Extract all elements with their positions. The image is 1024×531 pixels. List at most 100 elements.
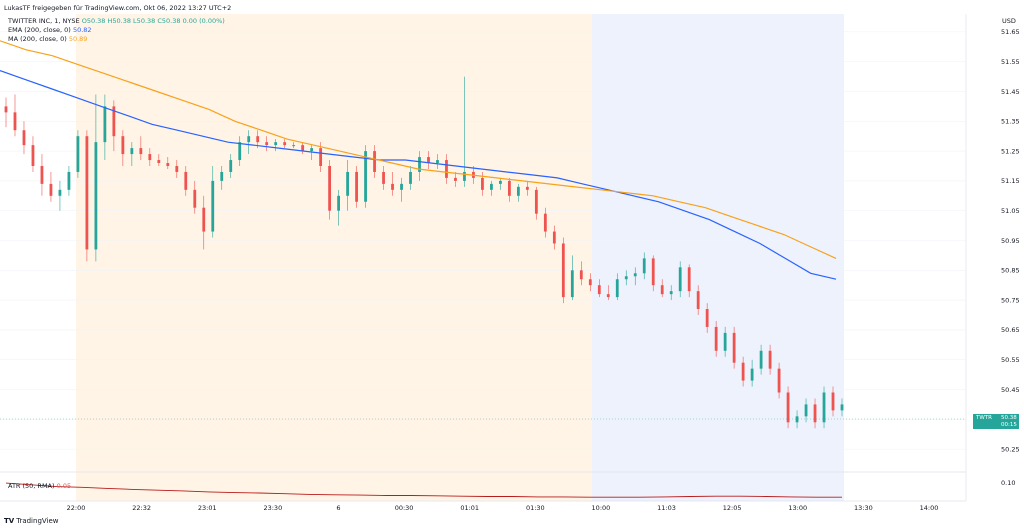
candle-body: [624, 276, 628, 280]
candle-body: [256, 136, 260, 143]
price-tag-countdown: 00:15: [1001, 422, 1017, 428]
price-axis-tick: 51.55: [1001, 58, 1020, 66]
symbol-name: TWITTER INC, 1, NYSE: [8, 17, 80, 25]
candle-body: [642, 258, 646, 274]
time-axis[interactable]: 22:00 22:32 23:01 23:30 6 00:30 01:01 01:30 10:0…: [67, 504, 939, 512]
candle-body: [382, 171, 385, 184]
candle-body: [94, 142, 98, 250]
candle-body: [516, 186, 520, 196]
ema-legend[interactable]: EMA (200, close, 0) 50.82: [8, 26, 92, 34]
candle-body: [328, 165, 332, 211]
price-axis[interactable]: 51.65 51.55 51.45 51.35 51.25 51.15 51.05 50.95…: [1001, 28, 1020, 453]
price-axis-tick: 50.95: [1001, 237, 1020, 245]
extended-hours-background: [76, 14, 592, 501]
price-tag-price: 50.38: [1001, 415, 1017, 421]
candle-body: [130, 148, 134, 155]
candle-body: [148, 154, 152, 161]
atr-legend[interactable]: ATR (50, RMA) 0.05: [8, 482, 71, 490]
candle-body: [436, 160, 439, 164]
candle-body: [561, 243, 565, 298]
time-axis-tick: 11:03: [657, 504, 676, 512]
candle-body: [840, 404, 844, 411]
candle-body: [31, 145, 35, 166]
tradingview-logo[interactable]: TV TradingView: [4, 517, 59, 525]
candle-body: [220, 171, 224, 181]
candle-body: [319, 148, 323, 166]
candle-body: [588, 279, 592, 286]
candle-body: [139, 148, 143, 155]
time-axis-tick: 14:00: [920, 504, 939, 512]
candle-body: [391, 183, 394, 190]
candle-body: [292, 145, 296, 147]
candle-body: [552, 231, 556, 244]
candle-body: [454, 177, 457, 181]
price-axis-tick: 50.75: [1001, 296, 1020, 304]
time-axis-tick: 23:30: [263, 504, 282, 512]
candle-body: [67, 171, 71, 190]
candle-body: [121, 136, 125, 155]
atr-axis-tick: 0.10: [1001, 479, 1015, 487]
time-axis-tick: 01:30: [526, 504, 545, 512]
candle-body: [597, 285, 601, 295]
candle-body: [346, 171, 349, 196]
symbol-legend[interactable]: TWITTER INC, 1, NYSE O50.38 H50.38 L50.3…: [8, 17, 225, 25]
candle-body: [633, 273, 637, 277]
candle-body: [337, 195, 341, 211]
ema-value: 50.82: [72, 26, 92, 34]
candle-body: [813, 404, 817, 423]
price-axis-tick: 51.05: [1001, 207, 1020, 215]
candle-body: [804, 404, 808, 417]
candle-body: [534, 189, 538, 214]
last-price-tag: TWTR 50.38 00:15: [973, 414, 1019, 429]
price-axis-tick: 50.65: [1001, 326, 1020, 334]
candle-body: [687, 267, 691, 292]
ma-label: MA (200, close, 0): [8, 35, 67, 43]
candle-body: [481, 177, 484, 190]
candle-body: [13, 112, 17, 131]
candle-body: [427, 157, 430, 164]
price-tag-symbol: TWTR: [976, 415, 992, 421]
candle-body: [112, 106, 116, 137]
price-axis-tick: 51.15: [1001, 177, 1020, 185]
candle-body: [373, 151, 376, 172]
atr-label: ATR (50, RMA): [8, 482, 55, 490]
candle-body: [283, 142, 287, 146]
ma-legend[interactable]: MA (200, close, 0) 50.89: [8, 35, 87, 43]
candle-body: [543, 213, 547, 232]
atr-line: [5, 482, 842, 498]
candle-body: [759, 350, 763, 369]
candle-body: [76, 136, 80, 172]
candle-body: [831, 392, 835, 411]
atr-value: 0.05: [56, 482, 72, 490]
candle-body: [669, 291, 673, 295]
time-axis-tick: 6: [336, 504, 340, 512]
price-axis-tick: 51.35: [1001, 118, 1020, 126]
candle-body: [463, 171, 466, 181]
candle-body: [238, 142, 242, 161]
candle-body: [364, 151, 367, 202]
price-axis-tick: 50.85: [1001, 267, 1020, 275]
time-axis-tick: 10:00: [592, 504, 611, 512]
published-by-text: LukasTF freigegeben für TradingView.com,…: [4, 4, 232, 12]
candle-body: [166, 163, 170, 166]
candle-body: [660, 285, 664, 295]
time-axis-tick: 13:00: [788, 504, 807, 512]
candle-body: [85, 136, 89, 250]
candle-body: [157, 160, 161, 164]
candle-body: [741, 362, 745, 381]
tradingview-mark-icon: TV: [4, 517, 15, 525]
tradingview-logo-text: TradingView: [16, 517, 59, 525]
ma-line: [0, 40, 837, 259]
ohlc-values: O50.38 H50.38 L50.38 C50.38 0.00 (0.00%): [81, 17, 225, 25]
candle-body: [732, 332, 736, 363]
candle-body: [229, 160, 233, 172]
time-axis-tick: 01:01: [460, 504, 479, 512]
candle-body: [777, 368, 781, 393]
candle-body: [714, 326, 718, 351]
currency-label: USD: [1002, 17, 1016, 25]
regular-hours-background: [592, 14, 844, 501]
candle-body: [202, 207, 206, 232]
candle-body: [409, 171, 412, 184]
candle-body: [490, 183, 493, 190]
